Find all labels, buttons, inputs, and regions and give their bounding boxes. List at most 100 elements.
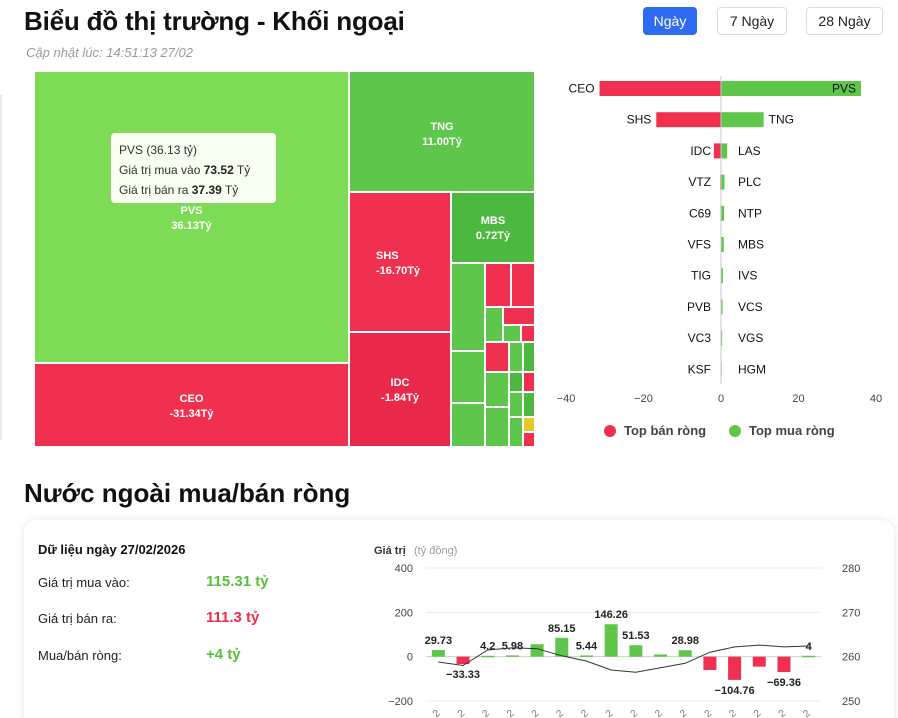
page-title: Biểu đồ thị trường - Khối ngoại [24,6,405,36]
buy-symbol-label: HGM [738,362,766,376]
sell-symbol-label: C69 [689,206,711,220]
treemap-tile-small[interactable] [485,307,503,342]
buy-symbol-label: PLC [738,175,762,189]
bar-value-label: −69.36 [767,677,801,689]
treemap-tile-small[interactable] [503,325,521,342]
tooltip-buy-label: Giá trị mua vào [119,163,201,177]
treemap-tile-small[interactable] [523,417,535,432]
buy-bar [721,174,725,190]
treemap-tile-small[interactable] [523,432,535,447]
treemap-tile-small[interactable] [523,392,535,417]
buy-bar [721,112,764,128]
top-net-bar-chart: CEO PVS SHS TNG IDC LAS VTZ PLC C69 NTP VFS MBS TIG I… [557,76,882,405]
buy-bar [721,268,723,284]
net-card [24,520,894,718]
x-tick-label: 2 [777,708,789,718]
buy-symbol-label: VCS [738,300,763,314]
treemap-tile-small[interactable] [511,263,535,307]
y-axis-title: Giá trị [374,545,406,557]
tile-symbol: IDC [390,377,410,389]
treemap-tile-small[interactable] [523,342,535,372]
x-tick-label: −20 [634,393,653,405]
x-tick-label: 20 [792,393,804,405]
treemap-tile-small[interactable] [521,325,535,342]
net-bar [604,624,618,657]
range-28day-button[interactable]: 28 Ngày [806,7,883,35]
buy-symbol-label: LAS [738,144,761,158]
treemap-tile-small[interactable] [509,342,523,372]
treemap-tile-small[interactable] [451,351,485,403]
treemap-tile-tng[interactable]: TNG 11.00Tỷ [349,71,535,192]
range-day-button[interactable]: Ngày [643,7,697,35]
x-tick-label: 40 [870,393,882,405]
net-value: +4 tỷ [206,646,241,663]
tile-value: 11.00Tỷ [422,136,462,148]
legend-sell-dot [604,424,616,437]
y2-tick-label: 250 [842,696,860,708]
tooltip-buy-row: Giá trị mua vào 73.52 Tỷ [119,160,268,180]
bar-value-label: 146.26 [594,609,628,621]
net-bar [431,650,445,657]
y-tick-label: −200 [388,696,413,708]
net-section-title: Nước ngoài mua/bán ròng [24,478,351,508]
treemap-tile-small[interactable] [485,342,509,372]
tooltip-sell-label: Giá trị bán ra [119,183,189,197]
treemap-tile-mbs[interactable]: MBS 0.72Tỷ [451,192,535,263]
legend-sell: Top bán ròng [604,423,706,438]
y2-tick-label: 270 [842,607,860,619]
treemap-tile-small[interactable] [485,263,511,307]
treemap-tile-small[interactable] [509,392,523,417]
bar-value-label: 51.53 [622,630,650,642]
treemap-tile-idc[interactable]: IDC -1.84Tỷ [349,332,451,447]
sell-symbol-label: SHS [627,113,652,127]
treemap-tile-small[interactable] [451,263,485,351]
net-bar [456,656,470,665]
left-accent-divider [0,95,2,440]
x-tick-label: 2 [604,708,616,718]
y-tick-label: 0 [407,652,413,664]
tooltip-title: PVS (36.13 tỷ) [119,143,198,157]
bar-value-label: −104.76 [715,685,755,697]
treemap-tile-small[interactable] [451,403,485,447]
sell-bar [713,143,721,159]
buy-value-label: Giá trị mua vào: [38,575,130,590]
tile-value: 36.13Tỷ [171,220,212,232]
range-7day-button[interactable]: 7 Ngày [717,7,787,35]
treemap-tooltip: PVS (36.13 tỷ) Giá trị mua vào 73.52 Tỷ … [110,132,277,204]
tile-value: -1.84Tỷ [381,392,419,404]
buy-bar [721,237,724,252]
tooltip-unit: Tỷ [236,163,251,177]
sell-bar [599,81,721,96]
treemap-tile-small[interactable] [503,307,535,325]
tooltip-unit: Tỷ [224,183,239,197]
net-bar [752,656,766,667]
treemap-tile-shs[interactable]: SHS -16.70Tỷ [349,192,451,332]
net-bar [481,655,495,658]
net-bar [802,655,816,658]
legend-buy-label: Top mua ròng [749,423,835,438]
treemap-tile-small[interactable] [485,372,509,407]
net-bar [703,656,717,670]
buy-symbol-label: NTP [738,206,762,220]
treemap-tile-small[interactable] [509,417,523,447]
sell-symbol-label: VTZ [688,175,711,189]
treemap-tile-small[interactable] [509,372,523,392]
treemap-tile-ceo[interactable]: CEO -31.34Tỷ [34,363,349,447]
net-bar [505,655,519,657]
treemap-tile-small[interactable] [485,407,509,447]
tile-symbol: TNG [430,121,454,133]
bar-value-label: −33.33 [446,669,480,681]
x-tick-label: 2 [505,708,517,718]
x-tick-label: 2 [555,708,567,718]
tile-value: -31.34Tỷ [169,408,214,420]
net-combo-chart: Giá trị (tỷ đồng) −200 0 200 400 250 260 270 280 2… [374,545,860,718]
buy-bar [721,299,723,315]
net-bar [629,645,643,657]
x-tick-label: 2 [480,708,492,718]
sell-bar [656,112,721,128]
treemap-tile-pvs[interactable]: PVS 36.13Tỷ [34,71,349,363]
bar-value-label: 4 [806,641,813,653]
x-tick-label: 2 [678,708,690,718]
treemap-tile-small[interactable] [523,372,535,392]
legend-buy-dot [729,424,741,437]
